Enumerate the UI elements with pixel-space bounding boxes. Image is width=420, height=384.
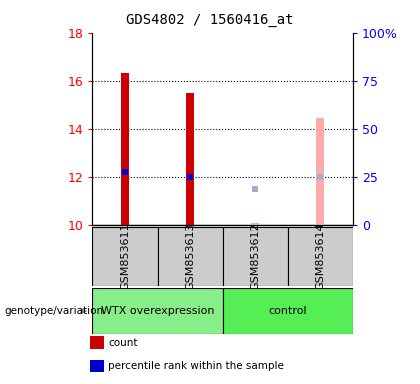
Text: control: control — [268, 306, 307, 316]
Text: percentile rank within the sample: percentile rank within the sample — [108, 361, 284, 371]
Bar — [223, 227, 288, 286]
Text: GSM853613: GSM853613 — [185, 223, 195, 290]
Text: GSM853611: GSM853611 — [120, 223, 130, 290]
Bar — [92, 288, 223, 334]
Text: GSM853612: GSM853612 — [250, 222, 260, 290]
Bar — [251, 223, 259, 225]
Text: genotype/variation: genotype/variation — [4, 306, 103, 316]
Text: GDS4802 / 1560416_at: GDS4802 / 1560416_at — [126, 13, 294, 27]
Text: GSM853614: GSM853614 — [315, 222, 325, 290]
Bar — [92, 227, 158, 286]
Bar — [288, 227, 353, 286]
Bar — [316, 118, 324, 225]
Text: WTX overexpression: WTX overexpression — [101, 306, 214, 316]
Bar — [121, 73, 129, 225]
Bar — [223, 288, 353, 334]
Bar — [186, 93, 194, 225]
Bar — [158, 227, 223, 286]
Text: count: count — [108, 338, 138, 348]
